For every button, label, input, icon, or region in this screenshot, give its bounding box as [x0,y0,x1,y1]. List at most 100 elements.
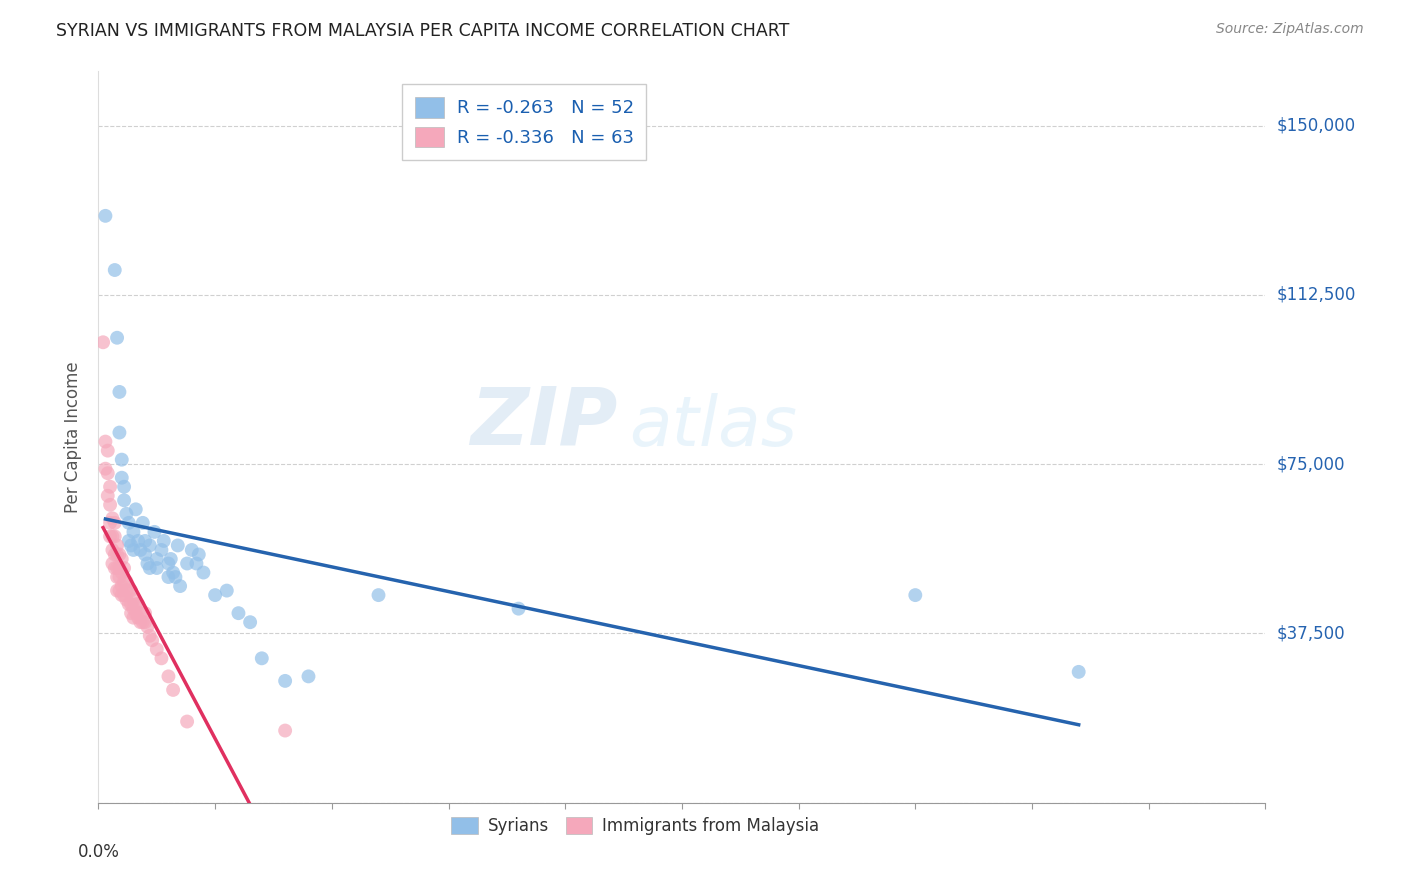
Point [152,533,174,548]
Point [108,570,131,584]
Point [94,209,117,223]
Point [98,498,121,512]
Point [105,561,128,575]
Point [120,583,142,598]
Point [104,561,127,575]
Text: SYRIAN VS IMMIGRANTS FROM MALAYSIA PER CAPITA INCOME CORRELATION CHART: SYRIAN VS IMMIGRANTS FROM MALAYSIA PER C… [56,22,790,40]
Point [297,669,319,683]
Point [104,516,127,530]
Point [108,384,131,399]
Point [118,533,141,548]
Point [204,588,226,602]
Point [112,574,135,589]
Point [98,516,121,530]
Point [228,606,250,620]
Point [118,516,141,530]
Point [112,588,135,602]
Point [120,538,142,552]
Point [108,548,131,562]
Point [111,552,134,566]
Point [367,588,389,602]
Point [105,548,128,562]
Point [136,557,159,571]
Point [125,597,148,611]
Point [108,561,131,575]
Point [1067,665,1090,679]
Point [101,543,124,558]
Point [165,570,187,584]
Point [169,579,191,593]
Point [162,566,184,580]
Point [111,452,134,467]
Point [157,669,180,683]
Point [122,610,145,624]
Point [146,552,169,566]
Point [104,529,127,543]
Point [157,557,180,571]
Point [108,583,131,598]
Point [125,502,148,516]
Text: Source: ZipAtlas.com: Source: ZipAtlas.com [1216,22,1364,37]
Point [180,543,202,558]
Point [143,524,166,539]
Text: $150,000: $150,000 [1277,117,1355,135]
Point [150,543,173,558]
Point [94,461,117,475]
Point [122,543,145,558]
Point [112,480,135,494]
Point [139,629,162,643]
Point [105,331,128,345]
Point [112,561,135,575]
Point [186,557,208,571]
Point [111,566,134,580]
Point [146,642,169,657]
Legend: Syrians, Immigrants from Malaysia: Syrians, Immigrants from Malaysia [444,811,827,842]
Point [134,548,156,562]
Text: $112,500: $112,500 [1277,285,1355,304]
Point [508,601,530,615]
Point [115,583,138,598]
Point [274,673,297,688]
Point [136,620,159,634]
Point [239,615,262,630]
Point [104,263,127,277]
Point [127,597,149,611]
Point [150,651,173,665]
Point [122,524,145,539]
Point [129,615,152,630]
Point [215,583,238,598]
Text: $37,500: $37,500 [1277,624,1346,642]
Point [97,443,120,458]
Point [146,561,169,575]
Point [157,570,180,584]
Point [111,471,134,485]
Point [134,615,156,630]
Point [120,606,142,620]
Text: ZIP: ZIP [471,384,617,461]
Point [159,552,181,566]
Point [111,588,134,602]
Point [187,548,209,562]
Point [141,633,163,648]
Point [176,714,198,729]
Point [127,610,149,624]
Point [129,606,152,620]
Text: 0.0%: 0.0% [77,843,120,861]
Point [111,579,134,593]
Point [112,493,135,508]
Point [115,592,138,607]
Point [120,597,142,611]
Point [101,529,124,543]
Point [105,570,128,584]
Point [125,606,148,620]
Point [166,538,188,552]
Point [98,480,121,494]
Point [904,588,927,602]
Point [139,538,162,552]
Point [193,566,215,580]
Point [122,601,145,615]
Point [98,529,121,543]
Point [132,615,155,630]
Point [274,723,297,738]
Point [91,335,114,350]
